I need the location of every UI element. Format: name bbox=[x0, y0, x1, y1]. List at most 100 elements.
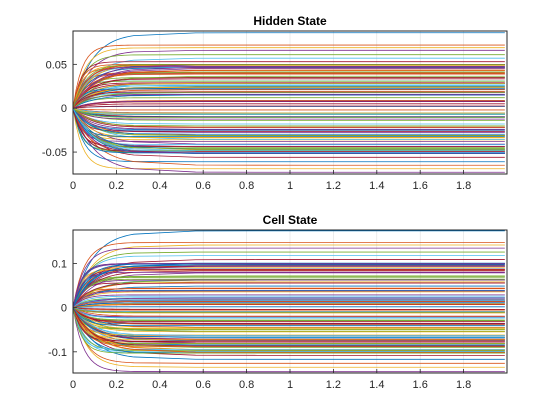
series-line bbox=[72, 307, 505, 350]
x-tick-label: 0.2 bbox=[109, 180, 124, 192]
series-line bbox=[72, 107, 505, 127]
y-tick-label: 0.1 bbox=[52, 259, 67, 271]
series-line bbox=[72, 307, 505, 368]
y-ticks: -0.1 0 0.1 bbox=[48, 259, 77, 359]
x-tick-label: 1 bbox=[287, 379, 293, 391]
series-line bbox=[72, 107, 505, 118]
x-tick-label: 0.8 bbox=[239, 180, 254, 192]
series-line bbox=[72, 307, 505, 342]
x-tick-label: 1.8 bbox=[456, 180, 471, 192]
series-line bbox=[72, 88, 505, 109]
cell-state-axes: 0 0.2 0.4 0.6 0.8 1 1.2 1.4 1.6 1.8 -0.1 0 0.1 Cell… bbox=[48, 213, 508, 391]
series-line bbox=[72, 306, 505, 309]
x-tick-label: 1.4 bbox=[369, 180, 384, 192]
series-line bbox=[72, 307, 505, 319]
series-line bbox=[72, 103, 505, 109]
series-line bbox=[72, 107, 505, 114]
series-line bbox=[72, 266, 505, 308]
series-line bbox=[72, 301, 505, 309]
series-line bbox=[72, 107, 505, 111]
series-line bbox=[72, 302, 505, 309]
series-line bbox=[72, 108, 505, 139]
series-line bbox=[72, 307, 505, 313]
series-line bbox=[72, 68, 505, 109]
series-line bbox=[72, 307, 505, 356]
series-line bbox=[72, 307, 505, 317]
series-line bbox=[72, 300, 505, 309]
series-line bbox=[72, 94, 505, 109]
series-line bbox=[72, 288, 505, 308]
series-line bbox=[72, 282, 505, 308]
series-line bbox=[72, 108, 505, 155]
series-line bbox=[72, 307, 505, 311]
x-tick-label: 1.2 bbox=[326, 180, 341, 192]
x-tick-label: 0.2 bbox=[109, 379, 124, 391]
series-line bbox=[72, 247, 505, 308]
x-ticks: 0 0.2 0.4 0.6 0.8 1 1.2 1.4 1.6 1.8 bbox=[70, 369, 471, 391]
series-line bbox=[72, 105, 505, 109]
x-tick-label: 1.6 bbox=[413, 379, 428, 391]
series-line bbox=[72, 241, 505, 308]
x-tick-label: 0.4 bbox=[152, 180, 167, 192]
x-tick-label: 1.8 bbox=[456, 379, 471, 391]
series-line bbox=[72, 85, 505, 109]
series-line bbox=[72, 108, 505, 154]
series-line bbox=[72, 54, 505, 109]
series-line bbox=[72, 107, 505, 135]
y-tick-label: 0 bbox=[61, 303, 67, 315]
series-line bbox=[72, 307, 505, 354]
series-line bbox=[72, 307, 505, 333]
series-line bbox=[72, 100, 505, 109]
chart-title: Hidden State bbox=[253, 14, 327, 28]
series-line bbox=[72, 89, 505, 109]
series-line bbox=[72, 303, 505, 309]
series-line bbox=[72, 255, 505, 308]
series-line bbox=[72, 107, 505, 140]
series-line bbox=[72, 307, 505, 347]
series-line bbox=[72, 307, 505, 332]
x-tick-label: 0.6 bbox=[196, 379, 211, 391]
series-line bbox=[72, 291, 505, 308]
traces bbox=[72, 32, 505, 173]
series-line bbox=[72, 108, 505, 163]
y-tick-label: 0 bbox=[61, 103, 67, 115]
series-line bbox=[72, 307, 505, 336]
series-line bbox=[72, 307, 505, 322]
series-line bbox=[72, 107, 505, 115]
series-line bbox=[72, 108, 505, 153]
series-line bbox=[72, 107, 505, 145]
series-line bbox=[72, 107, 505, 130]
y-tick-label: -0.1 bbox=[48, 347, 67, 359]
series-line bbox=[72, 307, 505, 312]
chart-title: Cell State bbox=[263, 213, 318, 227]
series-line bbox=[72, 307, 505, 327]
series-line bbox=[72, 44, 505, 109]
series-line bbox=[72, 108, 505, 170]
series-line bbox=[72, 69, 505, 109]
series-line bbox=[72, 107, 505, 120]
x-ticks: 0 0.2 0.4 0.6 0.8 1 1.2 1.4 1.6 1.8 bbox=[70, 170, 471, 192]
series-line bbox=[72, 92, 505, 109]
series-line bbox=[72, 107, 505, 121]
x-tick-label: 0.8 bbox=[239, 379, 254, 391]
x-tick-label: 0.6 bbox=[196, 180, 211, 192]
series-line bbox=[72, 278, 505, 308]
x-tick-label: 1.6 bbox=[413, 180, 428, 192]
series-line bbox=[72, 295, 505, 308]
x-tick-label: 1 bbox=[287, 180, 293, 192]
series-line bbox=[72, 269, 505, 308]
y-tick-label: 0.05 bbox=[46, 59, 67, 71]
hidden-state-axes: 0 0.2 0.4 0.6 0.8 1 1.2 1.4 1.6 1.8 -0.05 0 0.05 Hi… bbox=[42, 14, 508, 192]
series-line bbox=[72, 275, 505, 308]
x-tick-label: 0 bbox=[70, 379, 76, 391]
series-line bbox=[72, 287, 505, 308]
series-line bbox=[72, 63, 505, 109]
x-tick-label: 1.4 bbox=[369, 379, 384, 391]
y-tick-label: -0.05 bbox=[42, 147, 67, 159]
series-line bbox=[72, 107, 505, 118]
series-line bbox=[72, 61, 505, 109]
series-line bbox=[72, 263, 505, 308]
series-line bbox=[72, 307, 505, 351]
series-line bbox=[72, 107, 505, 133]
